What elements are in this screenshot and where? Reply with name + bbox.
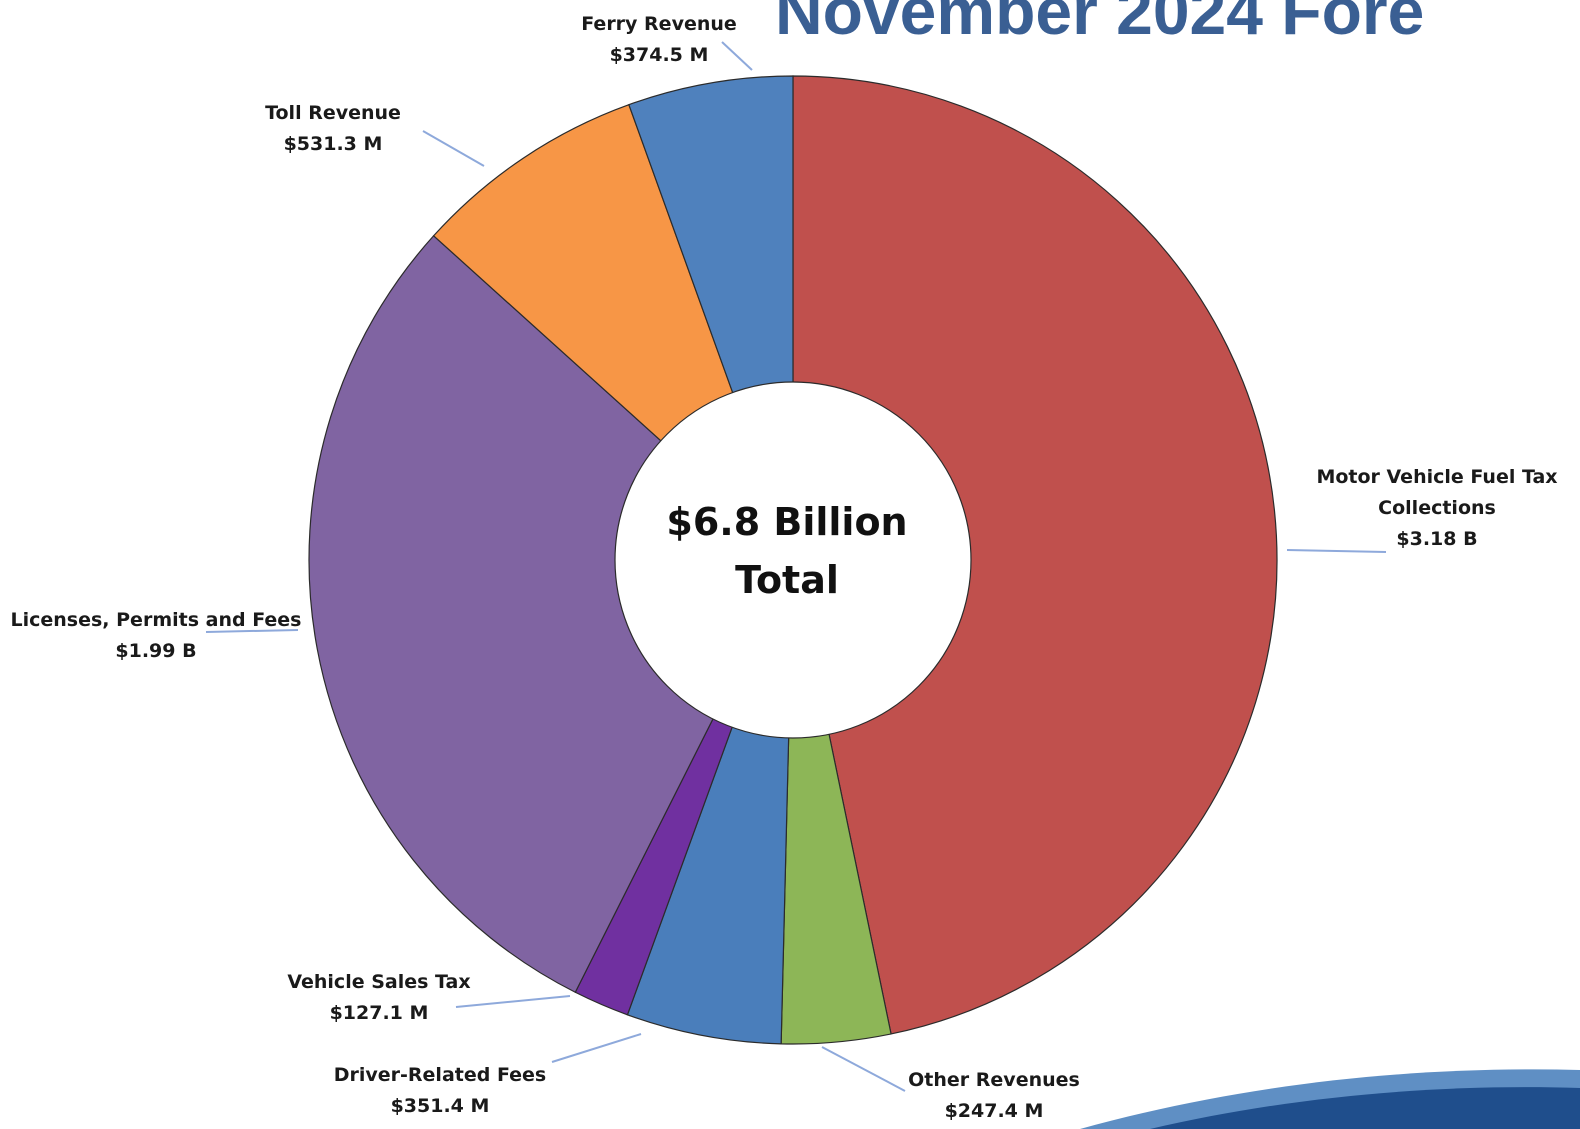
leader-line-toll-revenue (422, 130, 485, 167)
category-label-motor-vehicle-fuel-tax-collections: Motor Vehicle Fuel Tax (1316, 466, 1557, 488)
category-label-motor-vehicle-fuel-tax-collections: Collections (1378, 497, 1496, 519)
category-label-driver-related-fees: Driver-Related Fees (334, 1064, 547, 1086)
category-label-ferry-revenue: Ferry Revenue (581, 13, 737, 35)
donut-hole (614, 381, 972, 739)
value-label-toll-revenue: $531.3 M (284, 133, 383, 155)
center-total-value: $6.8 Billion (666, 500, 907, 544)
category-label-other-revenues: Other Revenues (908, 1069, 1080, 1091)
leader-line-licenses-permits-and-fees (205, 629, 299, 633)
leader-line-vehicle-sales-tax (455, 995, 571, 1008)
value-label-licenses-permits-and-fees: $1.99 B (115, 640, 196, 662)
value-label-driver-related-fees: $351.4 M (391, 1095, 490, 1117)
category-label-vehicle-sales-tax: Vehicle Sales Tax (287, 971, 470, 993)
center-total-caption: Total (735, 558, 839, 602)
slice-licenses-permits-and-fees (308, 234, 794, 994)
value-label-motor-vehicle-fuel-tax-collections: $3.18 B (1396, 528, 1477, 550)
value-label-vehicle-sales-tax: $127.1 M (330, 1002, 429, 1024)
page-title: November 2024 Fore (775, 0, 1425, 48)
value-label-other-revenues: $247.4 M (945, 1100, 1044, 1122)
value-label-ferry-revenue: $374.5 M (610, 44, 709, 66)
footer-swoosh (1080, 1069, 1580, 1129)
leader-line-motor-vehicle-fuel-tax-collections (1286, 549, 1387, 553)
leader-line-ferry-revenue (721, 41, 753, 71)
category-label-licenses-permits-and-fees: Licenses, Permits and Fees (11, 609, 302, 631)
center-total: $6.8 Billion Total (666, 500, 907, 602)
slice-motor-vehicle-fuel-tax-collections (792, 75, 1278, 1035)
slice-labels: Motor Vehicle Fuel Tax Collections $3.18 B… (11, 13, 1558, 1122)
category-label-toll-revenue: Toll Revenue (265, 102, 401, 124)
leader-line-driver-related-fees (551, 1033, 642, 1063)
leader-line-other-revenues (821, 1046, 906, 1092)
leader-lines (205, 41, 1387, 1092)
